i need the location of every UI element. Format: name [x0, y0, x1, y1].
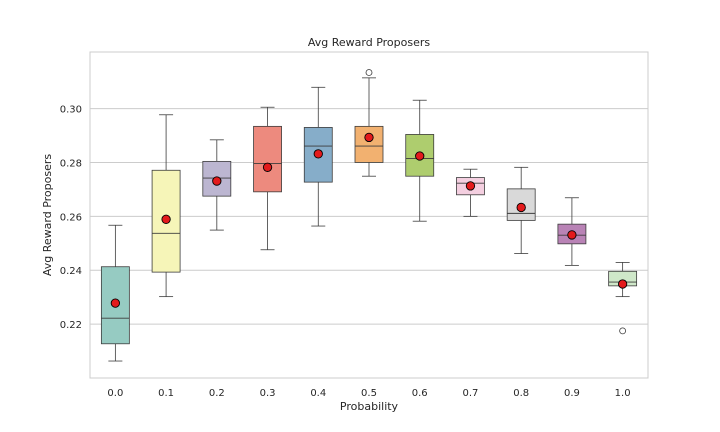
mean-marker — [212, 176, 222, 186]
box-0.2 — [202, 139, 232, 231]
y-tick-label: 0.28 — [60, 158, 82, 169]
x-tick-label: 0.6 — [412, 388, 428, 399]
box-0.1 — [151, 114, 181, 298]
x-tick-label: 0.4 — [310, 388, 326, 399]
x-axis-ticks: 0.0 0.1 0.2 0.3 0.4 0.5 0.6 0.7 0.8 0.9 1.0 — [107, 388, 630, 399]
x-tick-label: 0.1 — [158, 388, 174, 399]
box-0.7 — [456, 168, 485, 217]
box-series — [100, 69, 638, 362]
box-0.4 — [303, 86, 333, 227]
mean-marker — [364, 132, 374, 143]
y-axis-label: Avg Reward Proposers — [41, 154, 54, 277]
iqr-box — [354, 125, 384, 163]
chart-title: Avg Reward Proposers — [308, 36, 431, 49]
x-tick-label: 0.2 — [209, 388, 225, 399]
x-tick-label: 0.0 — [107, 388, 123, 399]
x-tick-label: 0.3 — [260, 388, 276, 399]
x-tick-label: 0.9 — [564, 388, 580, 399]
x-tick-label: 0.8 — [513, 388, 529, 399]
box-1.0 — [608, 262, 638, 335]
x-tick-label: 0.7 — [463, 388, 479, 399]
mean-marker — [161, 214, 171, 224]
x-tick-label: 1.0 — [615, 388, 631, 399]
box-0.5 — [354, 69, 384, 177]
mean-marker — [262, 162, 273, 172]
box-0.3 — [253, 106, 282, 251]
y-tick-label: 0.26 — [60, 212, 82, 223]
mean-marker — [313, 149, 323, 159]
mean-marker — [465, 181, 476, 191]
box-0.8 — [506, 166, 536, 254]
mean-marker — [415, 151, 425, 161]
box-0.9 — [557, 197, 587, 266]
y-tick-label: 0.22 — [60, 320, 82, 331]
mean-marker — [516, 202, 526, 213]
x-axis-label: Probability — [340, 400, 399, 413]
outlier-point — [619, 327, 627, 335]
mean-marker — [617, 279, 628, 289]
mean-marker — [110, 298, 121, 308]
iqr-box — [253, 125, 282, 193]
mean-marker — [567, 230, 577, 240]
y-tick-label: 0.30 — [60, 105, 82, 116]
box-0.0 — [100, 224, 130, 362]
plot-area-frame — [89, 51, 649, 379]
y-tick-label: 0.24 — [60, 266, 82, 277]
box-0.6 — [405, 99, 435, 222]
y-axis-ticks: 0.22 0.24 0.26 0.28 0.30 — [60, 105, 82, 332]
outlier-point — [365, 69, 373, 76]
x-tick-label: 0.5 — [361, 388, 377, 399]
